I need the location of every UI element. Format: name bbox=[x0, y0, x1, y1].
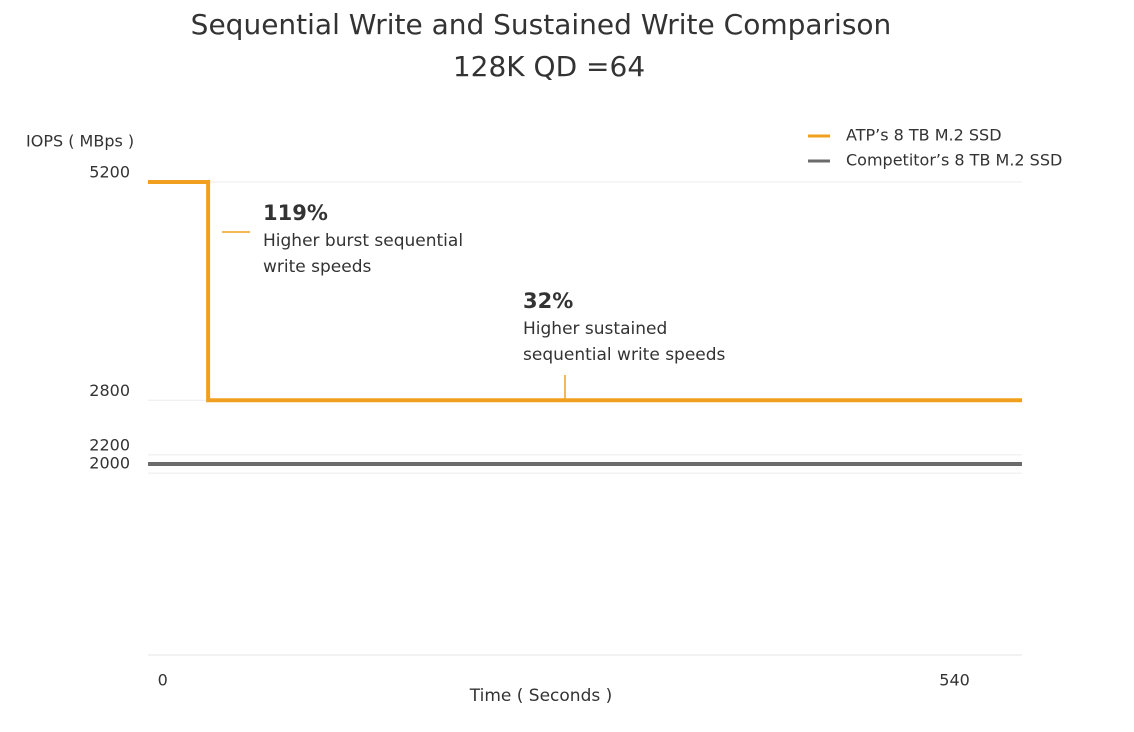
y-tick-label: 5200 bbox=[89, 163, 130, 182]
annotation-headline: 32% bbox=[523, 289, 573, 313]
annotation-text: Higher sustained bbox=[523, 319, 667, 339]
x-tick-label: 540 bbox=[939, 671, 970, 690]
legend-label: ATP’s 8 TB M.2 SSD bbox=[846, 126, 1002, 145]
annotation-text: Higher burst sequential bbox=[263, 231, 463, 251]
y-axis-label: IOPS ( MBps ) bbox=[26, 132, 134, 151]
chart-subtitle: 128K QD =64 bbox=[453, 50, 645, 83]
y-tick-label: 2000 bbox=[89, 454, 130, 473]
legend-label: Competitor’s 8 TB M.2 SSD bbox=[846, 151, 1062, 170]
y-tick-label: 2800 bbox=[89, 381, 130, 400]
annotation-text: sequential write speeds bbox=[523, 345, 726, 365]
y-tick-label: 2200 bbox=[89, 435, 130, 454]
series-line bbox=[148, 180, 1022, 403]
x-axis-label: Time ( Seconds ) bbox=[469, 686, 613, 706]
annotation-headline: 119% bbox=[263, 201, 328, 225]
x-tick-label: 0 bbox=[158, 671, 168, 690]
chart-title: Sequential Write and Sustained Write Com… bbox=[191, 8, 892, 41]
annotation-text: write speeds bbox=[263, 257, 372, 277]
